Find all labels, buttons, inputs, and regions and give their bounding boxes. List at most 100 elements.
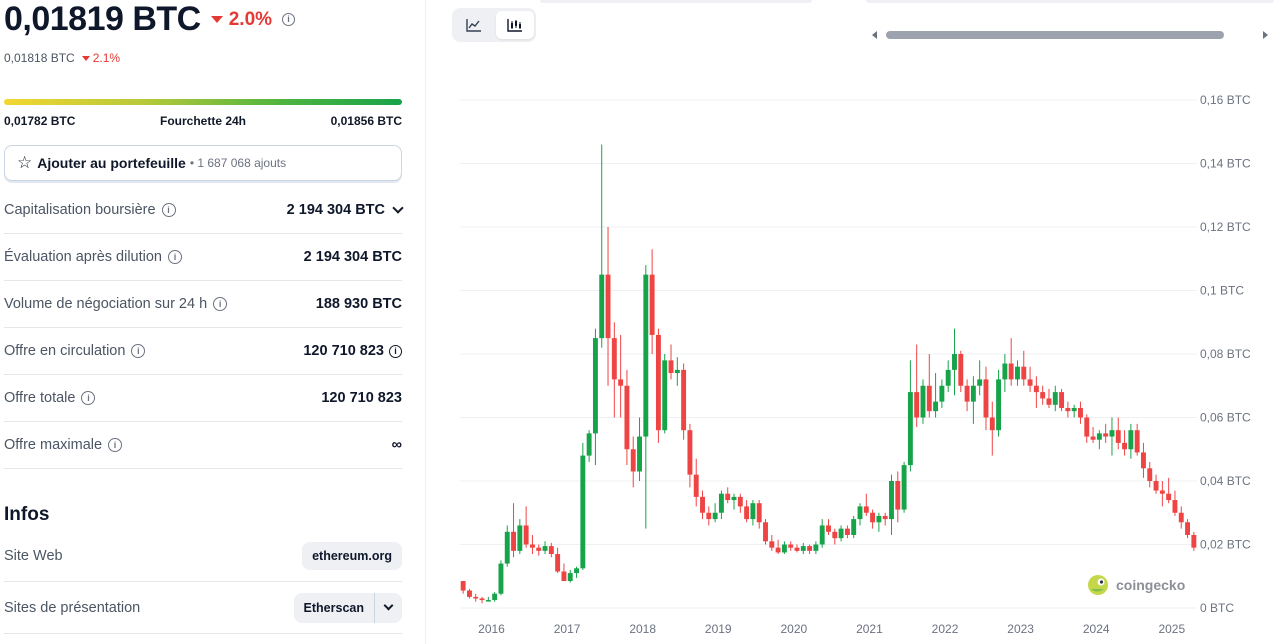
candle[interactable] bbox=[775, 539, 781, 555]
candle[interactable] bbox=[914, 344, 920, 428]
candlestick-chart-button[interactable] bbox=[496, 11, 534, 39]
candle[interactable] bbox=[1122, 430, 1128, 456]
candle[interactable] bbox=[630, 436, 636, 488]
candle[interactable] bbox=[958, 350, 964, 393]
chart-range-scrollbar[interactable] bbox=[870, 29, 1270, 41]
candle[interactable] bbox=[1046, 388, 1052, 408]
candle[interactable] bbox=[1147, 461, 1153, 488]
candle[interactable] bbox=[1065, 401, 1071, 418]
candle[interactable] bbox=[763, 519, 768, 545]
candle[interactable] bbox=[731, 493, 737, 510]
candle[interactable] bbox=[473, 593, 479, 602]
candle[interactable] bbox=[1021, 350, 1027, 386]
candle[interactable] bbox=[1071, 404, 1077, 418]
candle[interactable] bbox=[700, 490, 705, 520]
candle[interactable] bbox=[769, 534, 775, 551]
info-icon[interactable]: i bbox=[161, 203, 176, 217]
candle[interactable] bbox=[826, 519, 831, 535]
candle[interactable] bbox=[466, 588, 472, 599]
candle[interactable] bbox=[889, 474, 894, 535]
candle[interactable] bbox=[794, 544, 800, 553]
candle[interactable] bbox=[1172, 490, 1178, 516]
candle[interactable] bbox=[542, 541, 548, 555]
candle[interactable] bbox=[1103, 423, 1109, 443]
candle[interactable] bbox=[681, 363, 687, 440]
candle[interactable] bbox=[668, 344, 674, 380]
candle[interactable] bbox=[1008, 338, 1014, 386]
candle[interactable] bbox=[485, 596, 491, 602]
candle[interactable] bbox=[983, 366, 989, 431]
candle[interactable] bbox=[870, 509, 876, 529]
candle[interactable] bbox=[970, 376, 976, 424]
info-icon[interactable]: i bbox=[282, 13, 296, 26]
candle[interactable] bbox=[952, 328, 957, 396]
candle[interactable] bbox=[624, 369, 630, 466]
candle[interactable] bbox=[725, 487, 731, 504]
candle[interactable] bbox=[592, 328, 598, 466]
candle[interactable] bbox=[1185, 519, 1191, 539]
candle[interactable] bbox=[687, 423, 693, 488]
candle[interactable] bbox=[788, 541, 794, 551]
candle[interactable] bbox=[611, 322, 617, 418]
info-icon[interactable]: i bbox=[389, 344, 402, 358]
candle[interactable] bbox=[1084, 414, 1090, 443]
candle[interactable] bbox=[555, 547, 561, 574]
candle[interactable] bbox=[706, 506, 712, 526]
candle[interactable] bbox=[1052, 385, 1058, 412]
add-to-portfolio-button[interactable]: ☆ Ajouter au portefeuille • 1 687 068 aj… bbox=[4, 145, 402, 181]
candle[interactable] bbox=[649, 249, 655, 354]
candle[interactable] bbox=[1159, 481, 1165, 507]
candle[interactable] bbox=[1166, 477, 1172, 504]
candle[interactable] bbox=[989, 401, 995, 456]
candle[interactable] bbox=[800, 542, 806, 555]
candle[interactable] bbox=[1015, 360, 1020, 386]
candle[interactable] bbox=[1078, 401, 1083, 424]
candle[interactable] bbox=[1115, 417, 1121, 450]
chevron-down-icon[interactable] bbox=[392, 202, 404, 214]
candle[interactable] bbox=[1002, 354, 1008, 393]
candle[interactable] bbox=[1141, 442, 1146, 478]
info-icon[interactable]: i bbox=[213, 297, 228, 311]
line-chart-button[interactable] bbox=[455, 11, 493, 39]
candle[interactable] bbox=[523, 506, 529, 548]
candle[interactable] bbox=[1090, 427, 1096, 443]
candle[interactable] bbox=[674, 357, 680, 386]
candle[interactable] bbox=[1134, 423, 1140, 456]
info-icon[interactable]: i bbox=[81, 391, 96, 405]
candle[interactable] bbox=[813, 541, 819, 555]
explorer-link[interactable]: Etherscan bbox=[303, 600, 364, 615]
scrollbar-thumb[interactable] bbox=[886, 31, 1224, 39]
candle[interactable] bbox=[895, 471, 901, 523]
candle[interactable] bbox=[605, 227, 611, 386]
candle[interactable] bbox=[838, 525, 844, 542]
candle[interactable] bbox=[1027, 366, 1033, 393]
candle[interactable] bbox=[744, 500, 750, 523]
candle[interactable] bbox=[718, 490, 724, 520]
candle[interactable] bbox=[637, 417, 642, 482]
candle[interactable] bbox=[920, 379, 926, 424]
candle[interactable] bbox=[599, 144, 605, 348]
candle[interactable] bbox=[561, 563, 567, 582]
candle[interactable] bbox=[882, 512, 888, 526]
candle[interactable] bbox=[517, 519, 523, 555]
candle[interactable] bbox=[996, 369, 1002, 437]
candle[interactable] bbox=[1109, 417, 1115, 456]
candle[interactable] bbox=[1059, 388, 1065, 412]
candle[interactable] bbox=[756, 500, 762, 529]
candle[interactable] bbox=[712, 503, 718, 523]
candle[interactable] bbox=[781, 541, 787, 555]
info-icon[interactable]: i bbox=[131, 344, 146, 358]
price-chart[interactable]: 0 BTC 0,02 BTC 0,04 BTC 0,06 BTC 0,08 BTC 0,1… bbox=[455, 80, 1276, 644]
candle[interactable] bbox=[479, 596, 485, 604]
candle[interactable] bbox=[844, 525, 850, 539]
candle[interactable] bbox=[1153, 474, 1159, 494]
candle[interactable] bbox=[863, 493, 869, 516]
candle[interactable] bbox=[1178, 506, 1184, 529]
candle[interactable] bbox=[807, 544, 813, 555]
candle[interactable] bbox=[819, 519, 825, 548]
candle[interactable] bbox=[737, 493, 743, 513]
candle[interactable] bbox=[618, 334, 624, 418]
candle[interactable] bbox=[586, 430, 592, 462]
candle[interactable] bbox=[1191, 531, 1197, 551]
candle[interactable] bbox=[655, 328, 661, 443]
